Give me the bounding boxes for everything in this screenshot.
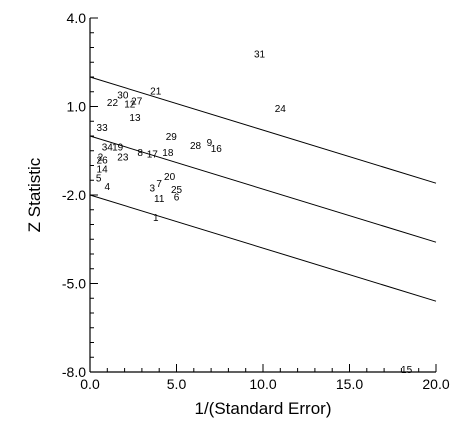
data-point-label: 8 [137,148,143,159]
x-axis-title: 1/(Standard Error) [195,399,332,418]
axes [89,18,436,373]
regression-line [89,135,437,243]
y-tick-label: -2.0 [62,187,86,203]
regression-line [89,194,437,302]
y-tick-label: -5.0 [62,276,86,292]
data-point-label: 21 [150,86,162,97]
regression-lines [89,76,437,302]
x-tick-label: 20.0 [422,376,449,392]
y-tick-label: 1.0 [67,99,87,115]
data-point-label: 14 [97,164,109,175]
data-point-label: 18 [162,148,174,159]
data-point-label: 20 [164,172,176,183]
data-point-label: 30 [117,91,129,102]
data-point-label: 4 [105,182,111,193]
data-point-label: 16 [211,144,223,155]
data-point-label: 25 [171,185,183,196]
data-point-label: 23 [117,153,129,164]
ticks [89,17,437,373]
data-point-label: 28 [190,141,202,152]
y-tick-label: -8.0 [62,364,86,380]
data-point-label: 2 [98,153,104,164]
data-point-label: 6 [174,192,180,203]
data-point-label: 17 [147,150,159,161]
data-point-label: 9 [207,138,213,149]
data-point-label: 31 [254,49,266,60]
data-point-label: 24 [275,104,287,115]
x-tick-label: 5.0 [167,376,187,392]
data-point-label: 11 [154,194,165,205]
data-point-label: 34 [102,142,114,153]
data-point-label: 15 [401,365,413,376]
data-point-label: 1 [153,213,159,224]
x-tick-label: 10.0 [249,376,276,392]
data-point-label: 19 [112,142,124,153]
data-point-label: 29 [166,132,178,143]
data-point-label: 7 [156,179,162,190]
x-tick-label: 15.0 [336,376,363,392]
data-point-label: 27 [131,97,143,108]
y-tick-label: 4.0 [67,10,87,26]
x-tick-label: 0.0 [80,376,100,392]
data-point-label: 26 [97,156,109,167]
regression-line [89,76,437,184]
data-point-label: 5 [96,173,102,184]
data-point-label: 12 [124,100,136,111]
data-point-label: 3 [149,184,155,195]
data-point-label: 13 [129,113,141,124]
data-point-label: 33 [97,123,109,134]
y-axis-title: Z Statistic [25,157,44,232]
tick-labels: 4.0 1.0 -2.0 -5.0 -8.00.0 5.0 10.0 15.0 20.0 [62,10,450,392]
data-point-label: 22 [107,98,119,109]
